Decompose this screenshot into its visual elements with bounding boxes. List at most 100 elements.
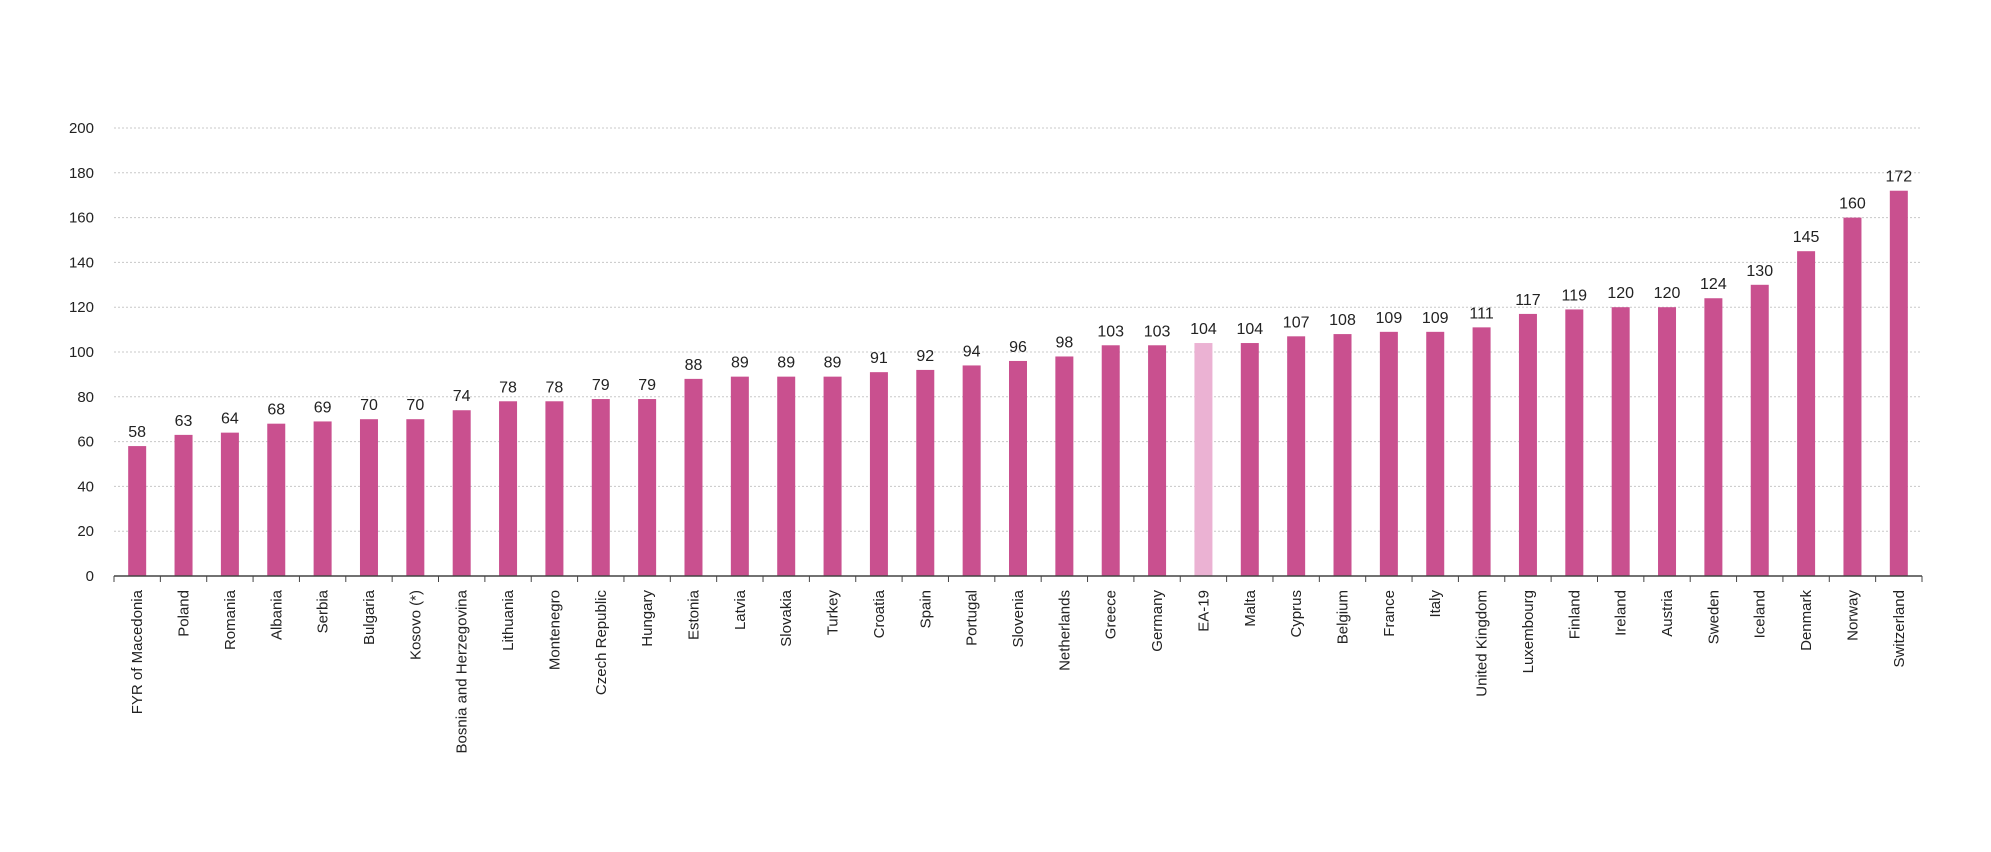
bar	[869, 372, 888, 576]
x-tick-label: Ireland	[1613, 590, 1630, 636]
x-tick-label: Bulgaria	[361, 589, 378, 645]
data-label: 68	[267, 402, 285, 419]
bar	[1148, 345, 1167, 576]
x-tick-label: Lithuania	[500, 589, 517, 651]
x-tick-label: Germany	[1149, 590, 1166, 652]
x-tick-label: Albania	[268, 589, 285, 640]
bar	[406, 419, 425, 576]
y-tick-label: 60	[77, 434, 94, 451]
data-label: 119	[1562, 287, 1588, 304]
data-label: 172	[1885, 169, 1912, 186]
data-label: 70	[406, 397, 424, 414]
bar	[1518, 313, 1537, 576]
y-tick-label: 100	[69, 344, 94, 361]
bar	[1797, 251, 1816, 576]
y-tick-label: 40	[77, 478, 94, 495]
bar	[359, 419, 378, 576]
x-tick-label: FYR of Macedonia	[129, 589, 146, 714]
x-tick-label: Belgium	[1335, 590, 1352, 644]
data-label: 89	[731, 355, 749, 372]
data-label: 103	[1144, 323, 1171, 340]
data-label: 145	[1793, 229, 1820, 246]
bar	[545, 401, 564, 576]
bar	[499, 401, 518, 576]
x-tick-label: Greece	[1103, 590, 1120, 639]
x-tick-label: Slovakia	[778, 589, 795, 646]
bar	[1611, 307, 1630, 576]
data-label: 79	[592, 377, 610, 394]
data-label: 78	[499, 379, 517, 396]
x-tick-label: Luxembourg	[1520, 590, 1537, 673]
bar	[220, 432, 239, 576]
data-label: 109	[1422, 310, 1449, 327]
x-tick-label: Kosovo (*)	[407, 590, 424, 660]
data-label: 104	[1236, 321, 1263, 338]
x-tick-label: Cyprus	[1288, 590, 1305, 638]
bar	[452, 410, 471, 576]
x-tick-label: Spain	[917, 590, 934, 628]
bar	[823, 376, 842, 576]
x-tick-label: Denmark	[1798, 590, 1815, 651]
bar	[1055, 356, 1074, 576]
bar	[1333, 334, 1352, 576]
bar	[1658, 307, 1677, 576]
bar	[777, 376, 796, 576]
data-label: 79	[638, 377, 656, 394]
bar	[128, 446, 147, 576]
data-label: 89	[824, 355, 842, 372]
x-tick-label: Switzerland	[1891, 590, 1908, 668]
x-tick-label: Hungary	[639, 590, 656, 647]
bar	[174, 434, 193, 576]
data-label: 88	[685, 357, 703, 374]
bar	[1379, 331, 1398, 576]
y-tick-label: 0	[86, 568, 94, 585]
data-label: 124	[1700, 276, 1727, 293]
x-tick-label: Estonia	[685, 589, 702, 640]
bar	[916, 369, 935, 576]
x-tick-label: Latvia	[732, 589, 749, 630]
data-label: 98	[1055, 334, 1073, 351]
x-tick-label: United Kingdom	[1474, 590, 1491, 697]
y-tick-label: 120	[69, 299, 94, 316]
bar	[1009, 360, 1027, 576]
bar	[1240, 343, 1259, 576]
y-tick-label: 160	[69, 210, 94, 227]
data-label: 94	[963, 343, 981, 360]
data-label: 111	[1469, 305, 1493, 322]
bars	[128, 190, 1908, 576]
data-label: 58	[128, 424, 146, 441]
bar	[1101, 345, 1120, 576]
x-axis: FYR of Macedonia Poland Romania Albania Serb…	[113, 575, 1923, 753]
data-label: 103	[1097, 323, 1124, 340]
data-label: 104	[1190, 321, 1217, 338]
x-tick-label: Italy	[1427, 590, 1444, 618]
x-tick-label: Finland	[1566, 590, 1583, 639]
data-label: 130	[1746, 263, 1773, 280]
data-label: 63	[175, 413, 193, 430]
bar	[1287, 336, 1306, 576]
bar	[1843, 217, 1862, 576]
x-tick-label: Bosnia and Herzegovina	[454, 589, 471, 753]
bar	[1194, 343, 1213, 576]
data-label: 64	[221, 411, 239, 428]
bar	[591, 399, 610, 576]
y-axis: 0 20 40 60 80 100 120 140 160 180 200	[69, 120, 94, 585]
x-tick-label: Slovenia	[1010, 589, 1027, 647]
y-tick-label: 140	[69, 254, 94, 271]
bar	[1704, 298, 1723, 576]
y-tick-label: 80	[77, 389, 94, 406]
bar	[1889, 190, 1908, 576]
bar	[1472, 327, 1491, 576]
bar	[1426, 331, 1445, 576]
y-tick-label: 20	[77, 523, 94, 540]
data-label: 108	[1329, 312, 1356, 329]
bar	[267, 423, 286, 576]
data-label: 91	[870, 350, 888, 367]
data-label: 78	[546, 379, 564, 396]
x-tick-label: EA-19	[1195, 590, 1212, 632]
y-tick-label: 200	[69, 120, 94, 137]
x-tick-label: Romania	[222, 589, 239, 650]
value-labels: 58 63 64 68 69 70 70 74 78 78 79 79 88 89 89 89 91 92 94 96…	[128, 169, 1912, 441]
x-tick-label: Iceland	[1752, 590, 1769, 638]
bar	[638, 399, 657, 576]
